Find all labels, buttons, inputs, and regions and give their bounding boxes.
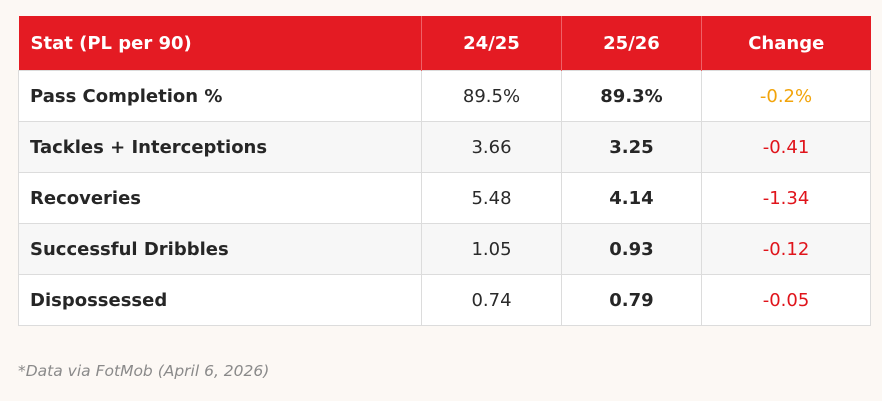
value-2526: 3.25 xyxy=(561,121,702,173)
value-2425: 0.74 xyxy=(421,274,562,326)
change-value: -0.41 xyxy=(701,121,871,173)
value-2425: 89.5% xyxy=(421,70,562,122)
stat-name: Successful Dribbles xyxy=(18,223,422,275)
change-value: -0.2% xyxy=(701,70,871,122)
stat-name: Tackles + Interceptions xyxy=(18,121,422,173)
table-row: Successful Dribbles 1.05 0.93 -0.12 xyxy=(18,223,871,275)
table-row: Recoveries 5.48 4.14 -1.34 xyxy=(18,172,871,224)
value-2526: 0.79 xyxy=(561,274,702,326)
header-season-2425: 24/25 xyxy=(421,16,562,71)
stats-table: Stat (PL per 90) 24/25 25/26 Change Pass… xyxy=(18,16,871,326)
header-stat: Stat (PL per 90) xyxy=(18,16,422,71)
table-row: Dispossessed 0.74 0.79 -0.05 xyxy=(18,274,871,326)
table-row: Tackles + Interceptions 3.66 3.25 -0.41 xyxy=(18,121,871,173)
value-2526: 0.93 xyxy=(561,223,702,275)
header-change: Change xyxy=(701,16,871,71)
data-source-footnote: *Data via FotMob (April 6, 2026) xyxy=(18,362,270,380)
stat-name: Dispossessed xyxy=(18,274,422,326)
value-2526: 4.14 xyxy=(561,172,702,224)
value-2425: 5.48 xyxy=(421,172,562,224)
value-2425: 1.05 xyxy=(421,223,562,275)
change-value: -0.12 xyxy=(701,223,871,275)
value-2425: 3.66 xyxy=(421,121,562,173)
change-value: -1.34 xyxy=(701,172,871,224)
stat-name: Recoveries xyxy=(18,172,422,224)
table-header-row: Stat (PL per 90) 24/25 25/26 Change xyxy=(18,16,871,71)
stat-name: Pass Completion % xyxy=(18,70,422,122)
change-value: -0.05 xyxy=(701,274,871,326)
header-season-2526: 25/26 xyxy=(561,16,702,71)
table-row: Pass Completion % 89.5% 89.3% -0.2% xyxy=(18,70,871,122)
value-2526: 89.3% xyxy=(561,70,702,122)
stats-table-container: Stat (PL per 90) 24/25 25/26 Change Pass… xyxy=(18,16,871,326)
